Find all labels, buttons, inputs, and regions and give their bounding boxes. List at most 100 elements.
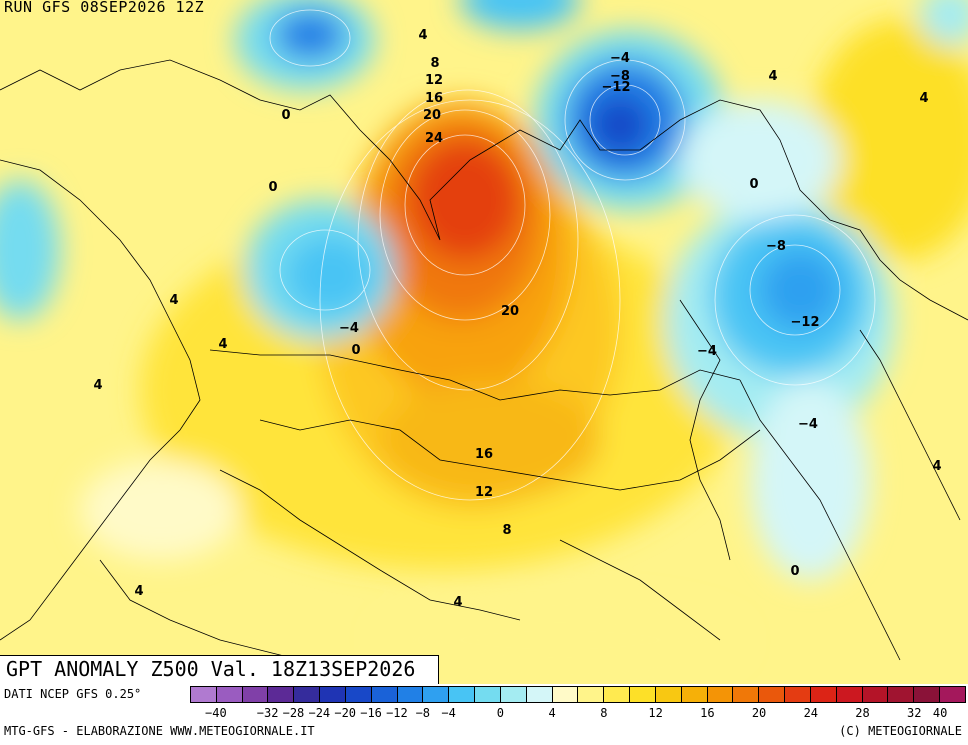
colorbar-cell <box>552 687 579 702</box>
svg-text:−12: −12 <box>791 315 820 330</box>
svg-text:−8: −8 <box>766 239 786 254</box>
contour-label: 0 <box>790 564 799 579</box>
run-title: RUN GFS 08SEP2026 12Z <box>4 0 205 16</box>
colorbar-tick-label: 40 <box>932 706 948 720</box>
contour-label: 4 <box>932 459 941 474</box>
contour-lines <box>269 9 876 501</box>
colorbar-cell <box>449 687 476 702</box>
contour-label: 8 <box>502 523 511 538</box>
svg-text:4: 4 <box>169 293 178 308</box>
colorbar-cell <box>242 687 269 702</box>
contour-label: −4 <box>697 344 717 359</box>
contour-label: 0 <box>281 108 290 123</box>
svg-text:4: 4 <box>134 584 143 599</box>
svg-text:0: 0 <box>351 343 360 358</box>
contour-label: 12 <box>425 73 443 88</box>
svg-text:8: 8 <box>430 56 439 71</box>
contour-label: −12 <box>602 80 631 95</box>
anomaly-map: 4 8 12 16 20 24 20 16 12 8 4 0 0 0 −4 0 … <box>0 0 968 684</box>
colorbar-tick-label: 0 <box>496 706 505 720</box>
legend: DATI NCEP GFS 0.25° −40 −32 −28 −24 −20 −16 −1… <box>0 684 968 745</box>
svg-text:4: 4 <box>218 337 227 352</box>
svg-text:−4: −4 <box>339 321 359 336</box>
colorbar-tick-label: 32 <box>907 706 922 720</box>
colorbar-cell <box>423 687 450 702</box>
colorbar-tick-label: 20 <box>751 706 767 720</box>
svg-text:12: 12 <box>425 73 443 88</box>
svg-text:16: 16 <box>475 447 493 462</box>
colorbar-cell <box>526 687 553 702</box>
colorbar-cell <box>733 687 760 702</box>
svg-text:0: 0 <box>790 564 799 579</box>
credit-right: (C) METEOGIORNALE <box>839 724 962 738</box>
contour-label: 4 <box>134 584 143 599</box>
colorbar-tick-label: 16 <box>700 706 715 720</box>
data-source-label: DATI NCEP GFS 0.25° <box>4 687 142 701</box>
borders <box>0 59 968 661</box>
map-title: GPT ANOMALY Z500 Val. 18Z13SEP2026 <box>6 657 416 681</box>
contour-label: 4 <box>169 293 178 308</box>
colorbar-cell <box>888 687 915 702</box>
svg-text:24: 24 <box>425 131 443 146</box>
contour-label: −8 <box>610 69 630 84</box>
colorbar-tick-label: 24 <box>803 706 819 720</box>
colorbar-cell <box>320 687 346 702</box>
svg-text:4: 4 <box>919 91 928 106</box>
colorbar <box>190 686 966 703</box>
colorbar-cell <box>578 687 605 702</box>
svg-text:4: 4 <box>932 459 941 474</box>
contour-label: −4 <box>798 417 818 432</box>
svg-text:4: 4 <box>453 595 462 610</box>
contour-label: 4 <box>218 337 227 352</box>
colorbar-tick-label: 28 <box>855 706 870 720</box>
contour-label: −4 <box>339 321 359 336</box>
colorbar-cell <box>707 687 734 702</box>
svg-text:−12: −12 <box>602 80 631 95</box>
contour-label: 0 <box>268 180 277 195</box>
colorbar-tick-label: −4 <box>441 706 456 720</box>
colorbar-cell <box>191 687 217 702</box>
colorbar-tick-label: 12 <box>648 706 663 720</box>
colorbar-tick-label: 8 <box>600 706 608 720</box>
colorbar-ticks: −40 −32 −28 −24 −20 −16 −12 −8 −4 0 4 8 12 16 20 24 28 32… <box>190 706 966 722</box>
colorbar-tick-label: −40 <box>205 706 227 720</box>
colorbar-cell <box>940 687 965 702</box>
colorbar-cell <box>836 687 863 702</box>
colorbar-tick-label: −28 <box>282 706 305 720</box>
svg-text:−8: −8 <box>610 69 630 84</box>
svg-text:4: 4 <box>768 69 777 84</box>
svg-text:0: 0 <box>281 108 290 123</box>
contour-label: 4 <box>919 91 928 106</box>
svg-text:4: 4 <box>93 378 102 393</box>
colorbar-cell <box>500 687 527 702</box>
colorbar-cell <box>810 687 837 702</box>
contour-label: −12 <box>791 315 820 330</box>
colorbar-cell <box>759 687 786 702</box>
colorbar-cell <box>345 687 372 702</box>
svg-text:16: 16 <box>425 91 443 106</box>
colorbar-tick-label: 4 <box>548 706 556 720</box>
contour-label: 0 <box>351 343 360 358</box>
contour-label: 20 <box>501 304 519 319</box>
colorbar-tick-label: −16 <box>360 706 382 720</box>
colorbar-cell <box>294 687 321 702</box>
svg-text:4: 4 <box>418 28 427 43</box>
svg-text:20: 20 <box>501 304 519 319</box>
contour-label: 4 <box>93 378 102 393</box>
svg-text:20: 20 <box>423 108 441 123</box>
colorbar-cell <box>216 687 243 702</box>
svg-text:0: 0 <box>749 177 758 192</box>
contour-label-group: 4 8 12 16 20 24 20 16 12 8 4 0 0 0 −4 0 … <box>93 28 941 610</box>
colorbar-tick-label: −20 <box>334 706 357 720</box>
colorbar-cell <box>914 687 941 702</box>
contour-label: 24 <box>425 131 443 146</box>
contour-label: 12 <box>475 485 493 500</box>
colorbar-cell <box>630 687 656 702</box>
colorbar-cell <box>681 687 708 702</box>
contour-label: 16 <box>475 447 493 462</box>
credit-left: MTG-GFS - ELABORAZIONE WWW.METEOGIORNALE… <box>4 724 315 738</box>
svg-text:12: 12 <box>475 485 493 500</box>
svg-text:8: 8 <box>502 523 511 538</box>
colorbar-cell <box>655 687 682 702</box>
colorbar-tick-label: −32 <box>256 706 279 720</box>
